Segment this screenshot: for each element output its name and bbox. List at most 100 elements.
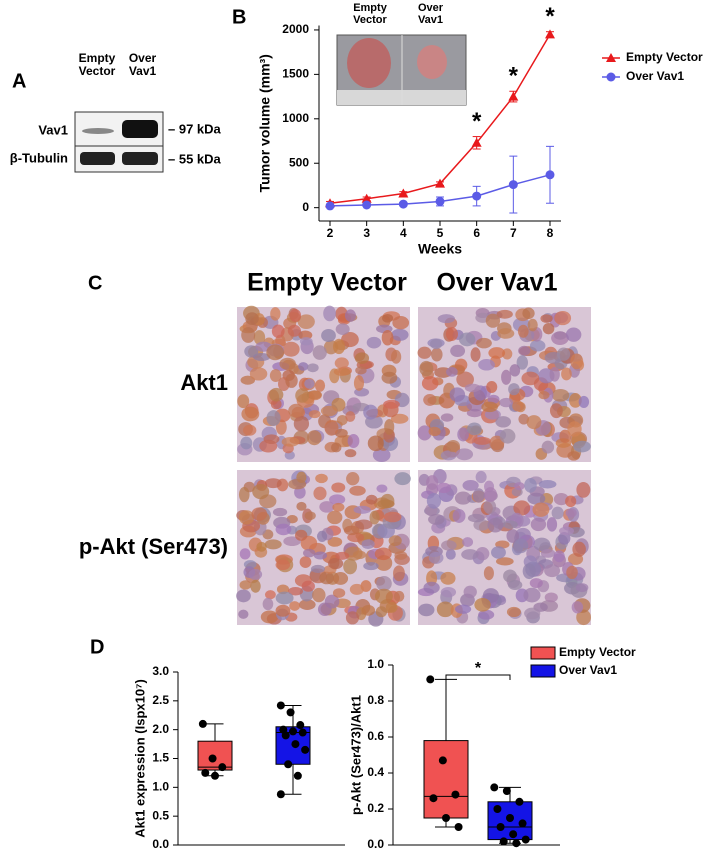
cell: [529, 339, 546, 352]
cell: [497, 328, 515, 339]
cell: [423, 581, 440, 594]
cell: [366, 336, 382, 349]
cell: [299, 337, 313, 346]
cell: [287, 324, 301, 337]
cell: [308, 410, 321, 419]
cell: [349, 583, 364, 595]
cell: [383, 399, 400, 409]
cell: [330, 442, 342, 453]
cell: [335, 323, 350, 335]
cell: [507, 580, 523, 590]
point: [398, 199, 408, 209]
blot-band: [122, 152, 158, 165]
cell: [488, 347, 506, 359]
cell: [483, 487, 498, 503]
y-tick-label: 0.8: [367, 693, 384, 707]
cell: [392, 316, 410, 330]
cell: [527, 318, 538, 332]
x-tick-label: 8: [547, 226, 554, 240]
cell: [275, 591, 294, 605]
cell: [275, 523, 292, 536]
cell: [347, 433, 360, 449]
data-point: [499, 837, 508, 846]
legend-swatch: [530, 664, 556, 678]
cell: [275, 604, 291, 617]
cell: [452, 508, 466, 523]
point: [325, 201, 335, 211]
cell: [253, 330, 266, 345]
cell: [445, 548, 456, 560]
cell: [327, 510, 343, 525]
cell: [334, 428, 348, 438]
cell: [467, 422, 482, 436]
cell: [308, 390, 322, 401]
row-label: Akt1: [180, 370, 228, 395]
cell: [421, 376, 439, 391]
cell: [270, 399, 282, 410]
cell: [575, 583, 589, 593]
cell: [269, 387, 284, 402]
cell: [376, 575, 392, 592]
cell: [472, 488, 485, 503]
cell: [542, 322, 555, 335]
cell: [478, 609, 495, 620]
cell: [533, 537, 551, 551]
cell: [495, 416, 512, 428]
cell: [437, 314, 455, 324]
cell: [304, 511, 316, 520]
cell: [298, 599, 316, 610]
panel-label: B: [232, 6, 246, 28]
cell: [332, 502, 345, 512]
cell: [327, 537, 343, 547]
cell: [365, 494, 378, 505]
cell: [248, 568, 263, 580]
cell: [334, 357, 349, 369]
cell: [240, 436, 253, 450]
cell: [393, 590, 405, 602]
cell: [473, 436, 491, 445]
cell: [249, 367, 268, 381]
cell: [314, 379, 326, 392]
x-tick-label: 3: [363, 226, 370, 240]
cell: [454, 604, 472, 614]
cell: [285, 373, 298, 388]
data-point: [276, 790, 285, 799]
cell: [481, 401, 498, 413]
y-tick-label: 0.0: [367, 837, 384, 851]
data-point: [493, 805, 502, 813]
legend-marker: [606, 72, 616, 82]
cell: [540, 314, 553, 323]
cell: [345, 611, 360, 625]
cell: [344, 309, 356, 322]
cell: [499, 428, 516, 444]
cell: [554, 310, 572, 326]
cell: [269, 369, 282, 382]
cell: [315, 473, 328, 484]
cell: [553, 550, 565, 563]
cell: [355, 366, 367, 375]
cell: [391, 349, 402, 364]
cell: [556, 347, 571, 361]
cell: [388, 535, 402, 547]
data-point: [211, 771, 219, 780]
cell: [382, 313, 394, 323]
y-tick-label: 2000: [282, 22, 309, 36]
cell: [374, 588, 393, 604]
column-label: Over Vav1: [128, 51, 157, 78]
point: [545, 170, 555, 180]
y-tick-label: 1.0: [367, 657, 384, 671]
cell: [279, 357, 296, 370]
cell: [237, 394, 250, 409]
box: [423, 740, 469, 819]
data-point: [296, 721, 305, 730]
y-tick-label: 500: [289, 155, 309, 169]
panel-label: C: [88, 272, 102, 294]
cell: [538, 390, 550, 400]
cell: [252, 352, 271, 362]
cell: [266, 410, 281, 427]
cell: [546, 517, 558, 532]
cell: [244, 345, 259, 358]
cell: [289, 309, 302, 323]
data-point: [201, 768, 210, 777]
data-point: [301, 745, 310, 754]
